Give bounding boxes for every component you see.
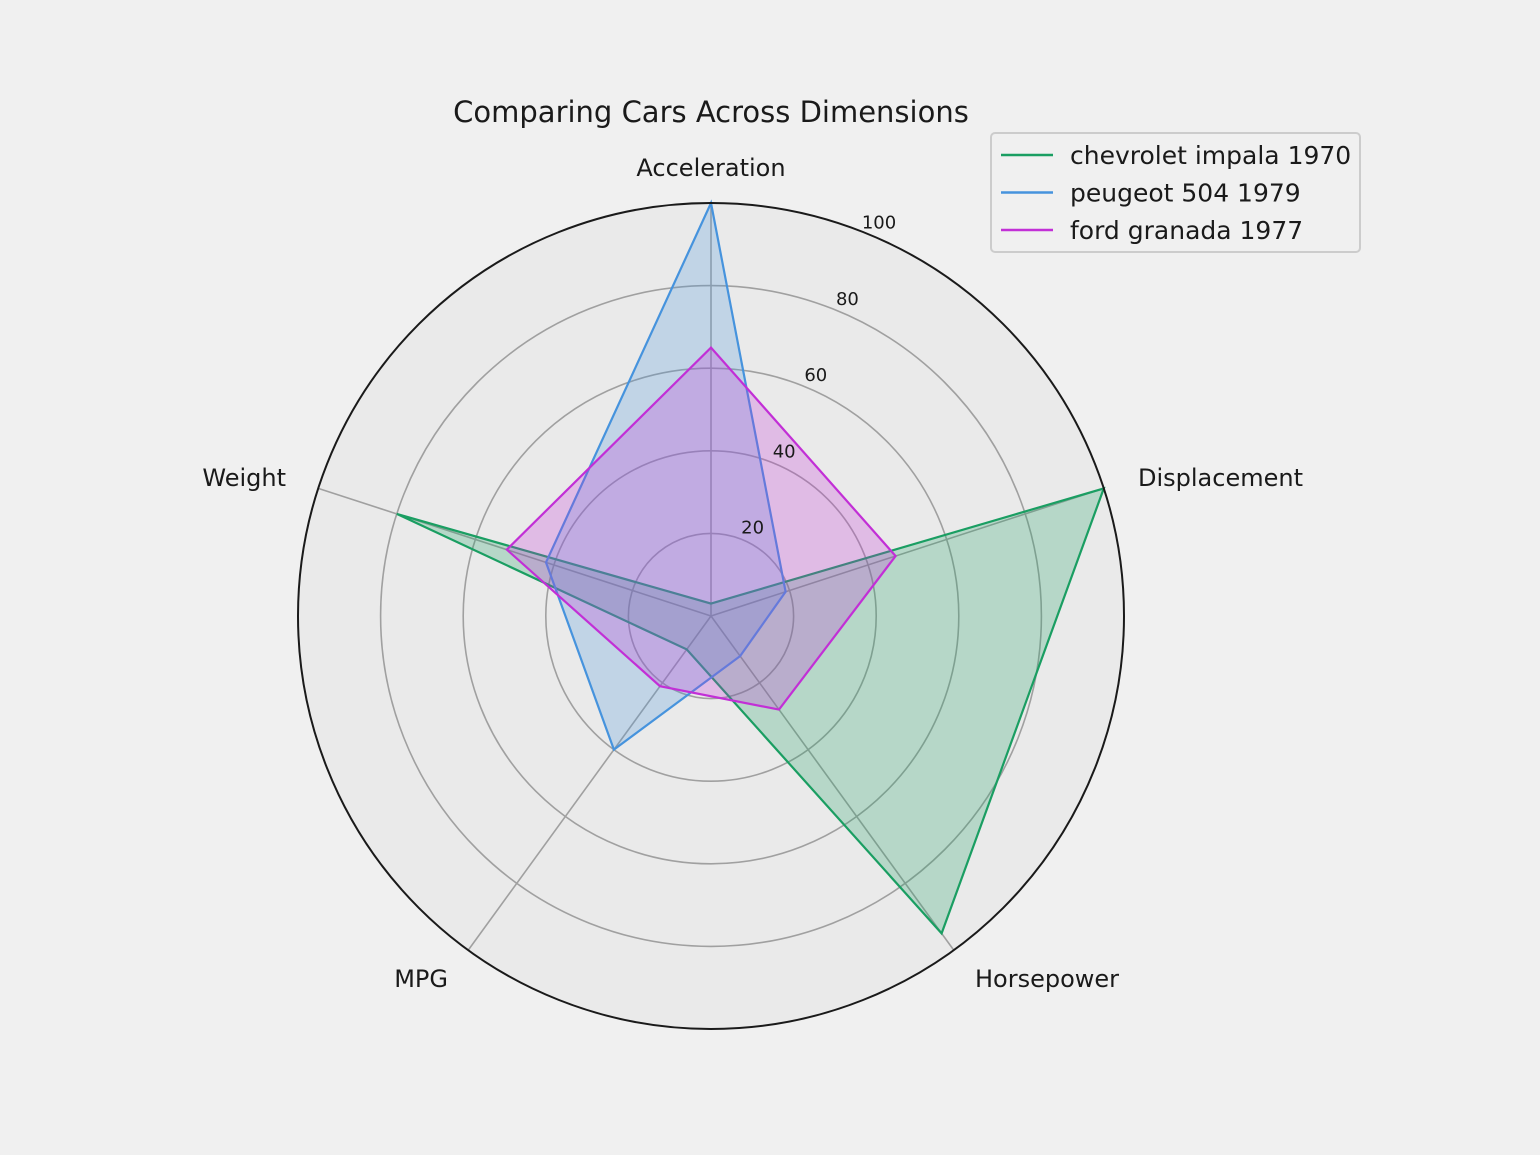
series-area-3 xyxy=(506,347,896,710)
series-line-2 xyxy=(544,199,787,752)
legend-label-3: ford granada 1977 xyxy=(1070,216,1303,245)
axis-label-acceleration: Acceleration xyxy=(636,154,785,182)
series-layer xyxy=(396,199,1106,936)
series-area-1 xyxy=(396,488,1104,934)
r-tick-80: 80 xyxy=(836,289,859,310)
chart-title: Comparing Cars Across Dimensions xyxy=(453,95,969,129)
spoke-horsepower xyxy=(710,615,955,951)
axis-spokes xyxy=(317,203,1105,951)
legend: chevrolet impala 1970 peugeot 504 1979 for… xyxy=(990,132,1361,253)
legend-label-1: chevrolet impala 1970 xyxy=(1070,141,1351,170)
outer-frame xyxy=(297,202,1125,1030)
spoke-mpg xyxy=(467,615,712,951)
axis-label-horsepower: Horsepower xyxy=(975,965,1119,993)
axis-labels: Acceleration Displacement Horsepower MPG Wei… xyxy=(202,154,1303,993)
series-area-2 xyxy=(546,203,786,750)
r-tick-40: 40 xyxy=(773,441,796,462)
spoke-weight xyxy=(317,487,712,617)
r-tick-100: 100 xyxy=(862,212,896,233)
axis-label-weight: Weight xyxy=(202,464,286,492)
r-tick-20: 20 xyxy=(741,518,764,539)
legend-frame xyxy=(990,132,1361,253)
legend-label-2: peugeot 504 1979 xyxy=(1070,179,1301,208)
axis-label-mpg: MPG xyxy=(394,965,448,993)
axis-label-displacement: Displacement xyxy=(1138,464,1303,492)
radial-tick-labels: 20 40 60 80 100 xyxy=(741,212,896,538)
r-tick-60: 60 xyxy=(804,365,827,386)
spoke-displacement xyxy=(710,487,1105,617)
series-line-1 xyxy=(396,486,1106,936)
series-line-3 xyxy=(505,346,898,711)
